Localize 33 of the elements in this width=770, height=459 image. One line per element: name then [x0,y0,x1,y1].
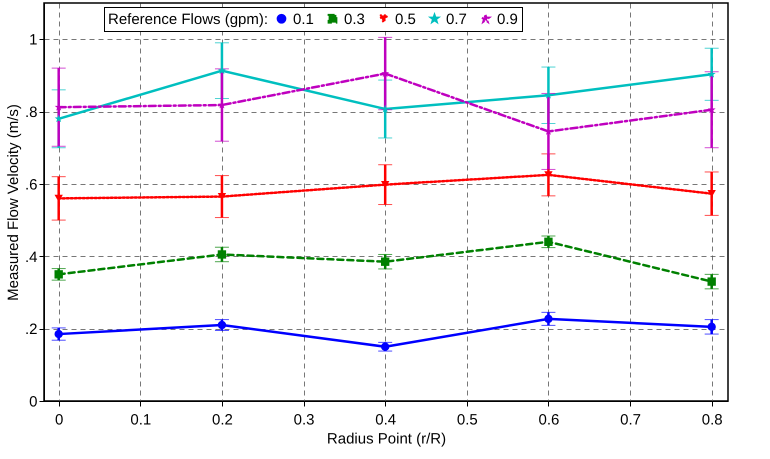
point [544,314,553,324]
x-axis-title: Radius Point (r/R) [326,430,446,448]
point [381,258,390,266]
point [54,270,63,279]
y-tick-label: .2 [24,321,38,338]
legend-label: 0.3 [344,10,365,28]
legend-label: 0.5 [395,10,416,28]
x-tick-label: 0.8 [702,412,723,428]
y-tick-label: 0 [29,394,38,410]
point [707,277,716,286]
y-tick-label: 1 [29,32,38,49]
legend-label: 0.7 [446,10,467,28]
point [218,250,226,259]
x-tick-label: 0.3 [294,412,314,428]
point [218,320,226,330]
x-tick-label: 0.7 [620,412,641,428]
y-tick-label: .8 [24,104,38,122]
y-axis-title: Measured Flow Velocity (m/s) [4,104,22,301]
legend-label: 0.9 [497,10,518,28]
point [54,330,63,338]
x-tick-label: 0 [55,412,64,428]
point [707,322,716,331]
x-tick-label: 0.1 [130,412,152,428]
x-tick-label: 0.6 [538,412,560,428]
y-tick-label: .6 [24,176,38,194]
x-tick-label: 0.4 [375,412,396,428]
point [544,238,553,246]
point [381,342,390,351]
legend-label: 0.1 [293,10,314,28]
x-tick-label: 0.2 [212,412,233,428]
legend-title: Reference Flows (gpm): [108,11,268,28]
y-tick-label: .4 [24,248,38,266]
x-tick-label: 0.5 [456,412,478,428]
